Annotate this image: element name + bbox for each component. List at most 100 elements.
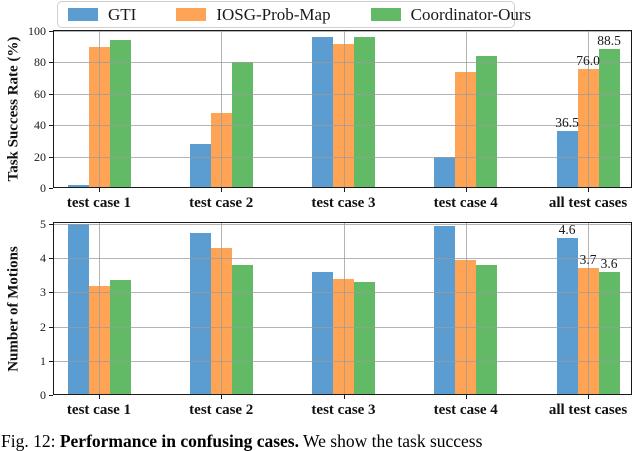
x-tick-mark: [588, 395, 589, 399]
caption-bold-title: Performance in confusing cases.: [59, 431, 299, 451]
y-axis-label: Task Success Rate (%): [5, 36, 22, 182]
bar-coordinator-ours-group0: [109, 280, 131, 395]
y-tick-label: 2: [40, 319, 46, 334]
bar-gti-group0: [67, 184, 89, 188]
caption-prefix: Fig. 12:: [1, 431, 60, 451]
bar-coordinator-ours-group2: [354, 282, 375, 395]
legend-label: Coordinator-Ours: [410, 4, 532, 24]
y-tick-label: 4: [40, 251, 46, 266]
y-axis-label: Number of Motions: [5, 245, 22, 372]
bar-value-label: 4.6: [558, 221, 576, 237]
y-tick-label: 80: [34, 55, 46, 70]
bar-coordinator-ours-group4: [598, 49, 620, 188]
legend-item-1: IOSG-Prob-Map: [176, 4, 331, 25]
bar-gti-group1: [189, 144, 211, 188]
x-tick-mark: [99, 188, 100, 192]
y-tick-label: 60: [34, 86, 46, 101]
motions-plot-area: [53, 222, 632, 395]
bar-gti-group1: [189, 232, 211, 395]
horizontal-gridline: [53, 360, 632, 362]
y-tick-mark: [49, 188, 53, 189]
y-tick-label: 1: [40, 353, 46, 368]
x-tick-mark: [343, 395, 345, 399]
horizontal-gridline: [53, 326, 632, 328]
vertical-gridline: [465, 30, 467, 188]
y-tick-label: 0: [40, 388, 46, 402]
vertical-gridline: [588, 30, 589, 188]
bar-value-label: 3.7: [579, 252, 597, 268]
vertical-gridline: [588, 222, 589, 395]
horizontal-gridline: [53, 62, 632, 64]
horizontal-gridline: [53, 156, 632, 158]
bar-coordinator-ours-group4: [598, 271, 620, 395]
y-tick-label: 40: [34, 118, 46, 133]
horizontal-gridline: [53, 93, 632, 95]
x-category-label: test case 1: [66, 195, 132, 211]
x-category-label: all test cases: [548, 402, 628, 418]
legend-label: IOSG-Prob-Map: [216, 4, 331, 24]
y-tick-mark: [49, 360, 53, 362]
y-tick-mark: [49, 62, 53, 64]
legend-swatch-icon: [68, 8, 98, 21]
horizontal-gridline: [53, 31, 632, 32]
vertical-gridline: [221, 30, 223, 188]
x-category-label: test case 2: [189, 402, 254, 418]
y-tick-label: 0: [40, 181, 46, 195]
bar-value-label: 3.6: [600, 255, 618, 271]
x-tick-mark: [221, 395, 223, 399]
legend-item-0: GTI: [68, 5, 136, 25]
legend-swatch-icon: [370, 8, 401, 21]
bar-coordinator-ours-group0: [109, 40, 131, 188]
bar-gti-group3: [434, 225, 456, 395]
success-rate-plot-area: [53, 30, 632, 188]
vertical-gridline: [343, 222, 345, 395]
bar-gti-group4: [556, 130, 578, 188]
vertical-gridline: [99, 222, 100, 395]
x-tick-mark: [99, 395, 100, 399]
x-tick-mark: [221, 188, 223, 192]
figure-caption: Fig. 12: Performance in confusing cases.…: [1, 431, 640, 451]
bar-value-label: 76.0: [576, 52, 600, 68]
caption-rest: We show the task success: [298, 431, 483, 451]
y-tick-mark: [49, 395, 53, 396]
y-tick-mark: [49, 31, 53, 32]
x-tick-mark: [343, 188, 345, 192]
y-tick-mark: [49, 93, 53, 95]
bar-gti-group0: [67, 224, 89, 395]
vertical-gridline: [99, 30, 100, 188]
x-tick-mark: [588, 188, 589, 192]
bar-gti-group3: [434, 156, 456, 188]
y-tick-label: 100: [28, 24, 46, 38]
legend-swatch-icon: [176, 8, 207, 21]
horizontal-gridline: [53, 125, 632, 127]
y-tick-mark: [49, 125, 53, 127]
bar-value-label: 88.5: [597, 33, 621, 49]
bar-coordinator-ours-group2: [354, 37, 375, 188]
bar-gti-group2: [312, 271, 333, 395]
y-tick-label: 3: [40, 285, 46, 300]
y-tick-mark: [49, 292, 53, 294]
x-category-label: all test cases: [548, 195, 628, 211]
x-tick-mark: [465, 188, 467, 192]
y-tick-mark: [49, 258, 53, 260]
horizontal-gridline: [53, 258, 632, 260]
vertical-gridline: [221, 222, 223, 395]
bar-value-label: 36.5: [555, 114, 579, 130]
y-tick-label: 20: [34, 149, 46, 164]
x-category-label: test case 2: [189, 195, 254, 211]
y-tick-mark: [49, 326, 53, 328]
bar-coordinator-ours-group3: [476, 265, 498, 395]
horizontal-gridline: [53, 224, 632, 225]
bar-coordinator-ours-group1: [231, 265, 253, 395]
x-category-label: test case 1: [66, 402, 132, 418]
x-category-label: test case 4: [433, 402, 498, 418]
horizontal-gridline: [53, 292, 632, 294]
y-tick-mark: [49, 224, 53, 225]
bar-coordinator-ours-group3: [476, 56, 498, 188]
x-tick-mark: [465, 395, 467, 399]
x-category-label: test case 3: [311, 402, 376, 418]
vertical-gridline: [465, 222, 467, 395]
vertical-gridline: [343, 30, 345, 188]
legend-label: GTI: [108, 4, 137, 24]
